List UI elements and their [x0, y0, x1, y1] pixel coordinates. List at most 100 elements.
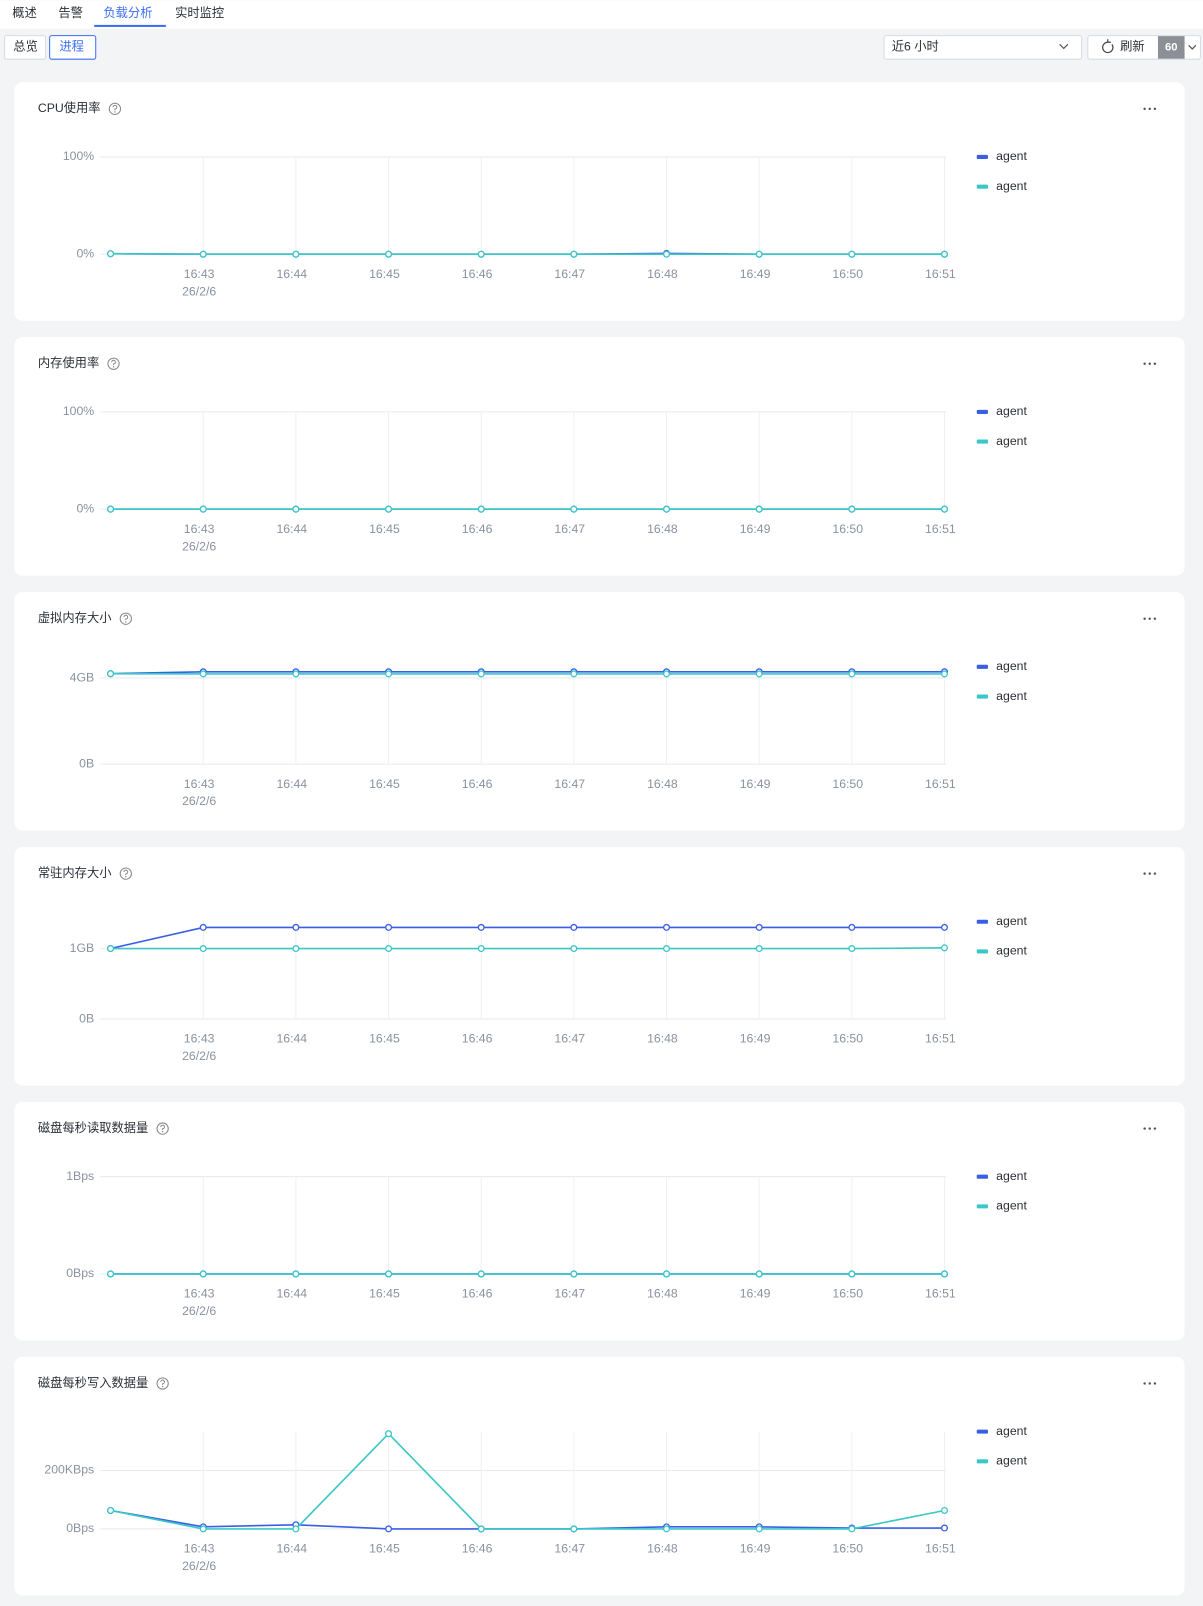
legend-label[interactable]: agent — [996, 1424, 1027, 1438]
x-tick-label: 16:49 — [740, 1287, 771, 1301]
help-circle — [119, 867, 132, 880]
x-tick-label: 16:47 — [554, 522, 585, 536]
data-point — [570, 250, 578, 258]
x-date-label: 26/2/6 — [182, 1304, 216, 1318]
tab[interactable]: 概述 — [12, 6, 37, 20]
x-tick-label: 16:51 — [925, 1032, 956, 1046]
data-point — [107, 250, 115, 258]
x-tick-label: 16:43 — [184, 267, 215, 281]
more-dot[interactable] — [1143, 1127, 1146, 1130]
refresh-label[interactable]: 刷新 — [1120, 39, 1145, 54]
data-point — [107, 505, 115, 513]
subtab[interactable]: 总览 — [13, 39, 38, 54]
chart-title: 虚拟内存大小 — [38, 611, 112, 625]
subtab-active[interactable]: 进程 — [59, 39, 84, 54]
x-tick-label: 16:50 — [832, 522, 863, 536]
help-circle — [107, 357, 120, 370]
data-point — [940, 944, 949, 952]
tab-bar — [0, 0, 1203, 29]
data-point — [755, 923, 763, 931]
more-dot[interactable] — [1148, 617, 1151, 620]
x-tick-label: 16:51 — [925, 267, 956, 281]
data-point — [385, 1430, 393, 1438]
time-range[interactable]: 近6 小时 — [892, 40, 939, 54]
y-tick-label: 0Bps — [66, 1266, 94, 1280]
more-dot[interactable] — [1148, 1382, 1151, 1385]
data-point — [662, 250, 671, 258]
more-dot[interactable] — [1153, 1382, 1157, 1385]
more-dot[interactable] — [1148, 1127, 1151, 1130]
legend-label[interactable]: agent — [996, 1199, 1027, 1213]
x-tick-label: 16:43 — [184, 1287, 215, 1301]
x-tick-label: 16:49 — [740, 1542, 771, 1556]
tab-active[interactable]: 负载分析 — [103, 6, 152, 20]
legend-label[interactable]: agent — [996, 944, 1027, 958]
time-select[interactable] — [883, 35, 1083, 60]
x-tick-label: 16:45 — [369, 522, 400, 536]
help-icon — [119, 612, 132, 625]
chart-title: 磁盘每秒写入数据量 — [38, 1375, 148, 1390]
data-point — [385, 945, 393, 953]
legend-label[interactable]: agent — [996, 1169, 1027, 1183]
more-dot[interactable] — [1143, 1382, 1146, 1385]
legend-label[interactable]: agent — [996, 1454, 1027, 1468]
x-tick-label: 16:43 — [184, 1032, 215, 1046]
data-point — [107, 670, 115, 678]
help-circle — [119, 612, 132, 625]
legend-label[interactable]: agent — [996, 659, 1027, 673]
data-point — [385, 505, 393, 513]
x-tick-label: 16:50 — [832, 1287, 863, 1301]
legend-label[interactable]: agent — [996, 914, 1027, 928]
tab[interactable]: 实时监控 — [175, 5, 224, 20]
x-tick-label: 16:43 — [184, 777, 215, 791]
chart-title: CPU使用率 — [38, 100, 101, 115]
data-point — [662, 1525, 671, 1533]
data-point — [292, 923, 300, 931]
series-line — [110, 947, 945, 950]
data-point — [662, 670, 671, 678]
more-dot[interactable] — [1153, 1127, 1157, 1130]
data-point — [848, 1525, 856, 1533]
more-dot[interactable] — [1153, 617, 1157, 620]
more-dot[interactable] — [1153, 362, 1157, 366]
interval[interactable]: 60 — [1165, 41, 1178, 53]
data-point — [940, 1506, 949, 1515]
x-tick-label: 16:48 — [647, 1032, 678, 1046]
legend-label[interactable]: agent — [996, 149, 1027, 163]
more-dot[interactable] — [1153, 107, 1157, 111]
y-tick-label: 200KBps — [44, 1463, 94, 1477]
more-dot[interactable] — [1143, 362, 1146, 366]
more-dot[interactable] — [1143, 872, 1146, 875]
series-line — [110, 926, 945, 950]
refresh-icon — [1102, 39, 1114, 54]
help-mark — [123, 869, 129, 876]
x-date-label: 26/2/6 — [182, 1049, 216, 1063]
legend-swatch — [976, 1174, 988, 1179]
more-dot[interactable] — [1148, 362, 1151, 366]
data-point — [477, 923, 485, 931]
x-tick-label: 16:44 — [276, 1032, 307, 1046]
data-point — [940, 923, 949, 931]
more-dot[interactable] — [1148, 872, 1151, 875]
legend-swatch — [976, 919, 988, 924]
help-mark — [160, 1379, 165, 1385]
data-point — [570, 1525, 578, 1533]
legend-label[interactable]: agent — [996, 434, 1027, 448]
x-tick-label: 16:46 — [462, 522, 493, 536]
more-dot[interactable] — [1153, 872, 1157, 875]
data-point — [755, 670, 763, 678]
subtab-box[interactable] — [4, 35, 47, 60]
subtab-box-active[interactable] — [49, 35, 97, 60]
legend-label[interactable]: agent — [996, 689, 1027, 703]
more-dot[interactable] — [1148, 107, 1151, 111]
tab-underline — [94, 24, 166, 27]
x-tick-label: 16:46 — [462, 1542, 493, 1556]
more-dot[interactable] — [1143, 617, 1146, 620]
data-point — [662, 505, 671, 513]
x-tick-label: 16:45 — [369, 1032, 400, 1046]
legend-label[interactable]: agent — [996, 404, 1027, 418]
legend-label[interactable]: agent — [996, 179, 1027, 193]
interval-box[interactable] — [1157, 36, 1185, 59]
more-dot[interactable] — [1143, 107, 1146, 111]
tab[interactable]: 告警 — [58, 5, 83, 20]
